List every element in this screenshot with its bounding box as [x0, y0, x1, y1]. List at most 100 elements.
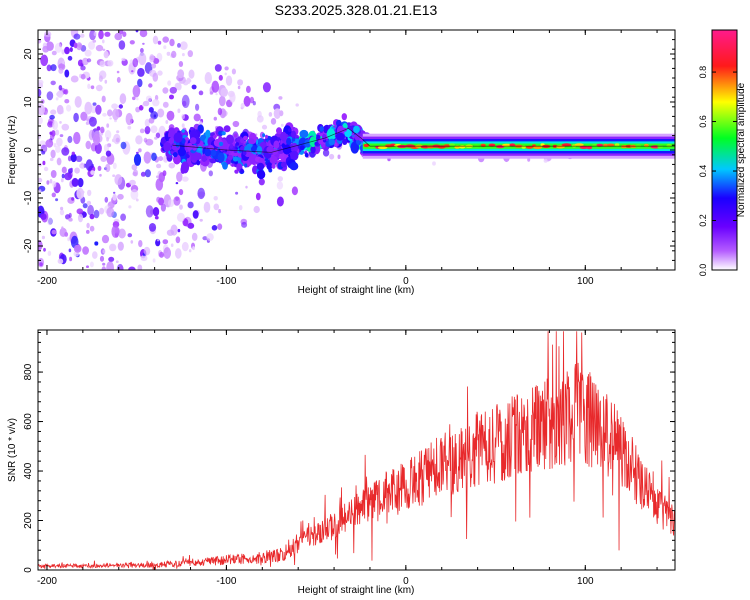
heatmap-cell	[137, 67, 145, 77]
heatmap-cell	[56, 157, 62, 166]
heatmap-cell	[286, 137, 292, 146]
heatmap-cell	[138, 52, 147, 66]
heatmap-cell	[104, 130, 112, 140]
heatmap-cell	[38, 177, 43, 183]
heatmap-cell	[217, 223, 223, 230]
heatmap-cell	[289, 162, 299, 171]
snr-line	[38, 331, 675, 570]
heatmap-cell	[315, 134, 321, 140]
heatmap-cell	[93, 209, 100, 219]
heatmap-cell	[104, 79, 108, 84]
heatmap-cell	[120, 265, 123, 270]
heatmap-cell	[169, 86, 177, 94]
heatmap-cell	[157, 40, 162, 45]
heatmap-cell	[213, 116, 217, 121]
heatmap-cell	[235, 191, 239, 195]
heatmap-cell	[136, 97, 139, 101]
colorbar-gradient	[712, 30, 737, 270]
heatmap-cell	[299, 145, 305, 151]
heatmap-cell	[148, 223, 157, 232]
heatmap-cell	[262, 82, 271, 93]
heatmap-cell	[47, 121, 54, 128]
heatmap-cell	[143, 246, 151, 256]
heatmap-cell	[39, 262, 43, 267]
heatmap-cell	[354, 133, 361, 141]
heatmap-cell	[109, 117, 112, 120]
heatmap-cell	[111, 225, 120, 238]
heatmap-cell	[205, 129, 211, 138]
heatmap-cell	[150, 125, 158, 134]
heatmap-cell	[50, 109, 57, 115]
heatmap-cell	[71, 197, 75, 201]
heatmap-cell	[217, 152, 225, 163]
heatmap-cell	[181, 114, 185, 120]
heatmap-cell	[45, 139, 54, 148]
heatmap-cell	[181, 129, 185, 133]
heatmap-cell	[192, 210, 199, 219]
heatmap-cell	[182, 53, 185, 57]
heatmap-cell	[132, 169, 139, 177]
heatmap-cell	[169, 38, 175, 47]
heatmap-cell	[178, 189, 184, 196]
heatmap-cell	[255, 192, 261, 201]
heatmap-cell	[101, 95, 106, 103]
heatmap-cell	[153, 58, 160, 64]
heatmap-cell	[100, 155, 107, 162]
heatmap-cell	[88, 116, 97, 127]
heatmap-cell	[99, 60, 106, 67]
heatmap-cell	[280, 161, 287, 168]
heatmap-cell	[38, 116, 43, 125]
heatmap-cell	[163, 45, 167, 50]
heatmap-cell	[71, 177, 79, 187]
heatmap-cell	[172, 152, 178, 158]
heatmap-cell	[181, 123, 185, 128]
heatmap-cell	[95, 44, 104, 52]
heatmap-cell	[243, 95, 251, 107]
heatmap-cell	[163, 247, 171, 259]
heatmap-cell	[177, 228, 181, 233]
heatmap-cell	[217, 107, 223, 116]
heatmap-cell	[106, 207, 115, 218]
heatmap-cell	[176, 171, 183, 182]
heatmap-cell	[151, 63, 157, 69]
heatmap-cell	[98, 30, 104, 40]
heatmap-cell	[93, 31, 98, 37]
heatmap-cell	[105, 163, 111, 173]
heatmap-cell	[209, 91, 214, 95]
heatmap-cell	[99, 207, 105, 215]
heatmap-cell	[42, 45, 50, 53]
heatmap-cell	[87, 189, 92, 197]
heatmap-cell	[179, 204, 183, 210]
heatmap-cell	[144, 169, 151, 178]
heatmap-cell	[288, 128, 292, 133]
heatmap-cell	[252, 101, 256, 106]
heatmap-cell	[187, 201, 194, 209]
heatmap-cell	[240, 168, 244, 173]
heatmap-cell	[269, 155, 278, 165]
heatmap-cell	[47, 250, 52, 256]
heatmap-cell	[148, 117, 155, 124]
heatmap-cell	[102, 39, 105, 44]
heatmap-cell	[80, 111, 88, 122]
heatmap-cell	[86, 265, 89, 269]
heatmap-cell	[95, 104, 102, 115]
heatmap-cell	[125, 112, 133, 126]
heatmap-cell	[99, 173, 102, 177]
heatmap-cell	[44, 31, 52, 38]
heatmap-cell	[92, 102, 97, 106]
heatmap-cell	[218, 141, 224, 147]
heatmap-cell	[220, 87, 228, 97]
heatmap-cell	[40, 54, 49, 66]
heatmap-cell	[152, 72, 159, 82]
heatmap-cell	[175, 182, 179, 185]
heatmap-cell	[120, 141, 127, 150]
heatmap-cell	[158, 197, 165, 206]
heatmap-cell	[180, 161, 190, 174]
heatmap-cell	[128, 266, 136, 270]
heatmap-cell	[155, 132, 161, 139]
heatmap-cell	[140, 255, 148, 262]
y-tick-label: 600	[23, 413, 34, 430]
heatmap-cell	[189, 129, 199, 140]
heatmap-cell	[175, 141, 180, 148]
heatmap-cell	[58, 68, 64, 74]
